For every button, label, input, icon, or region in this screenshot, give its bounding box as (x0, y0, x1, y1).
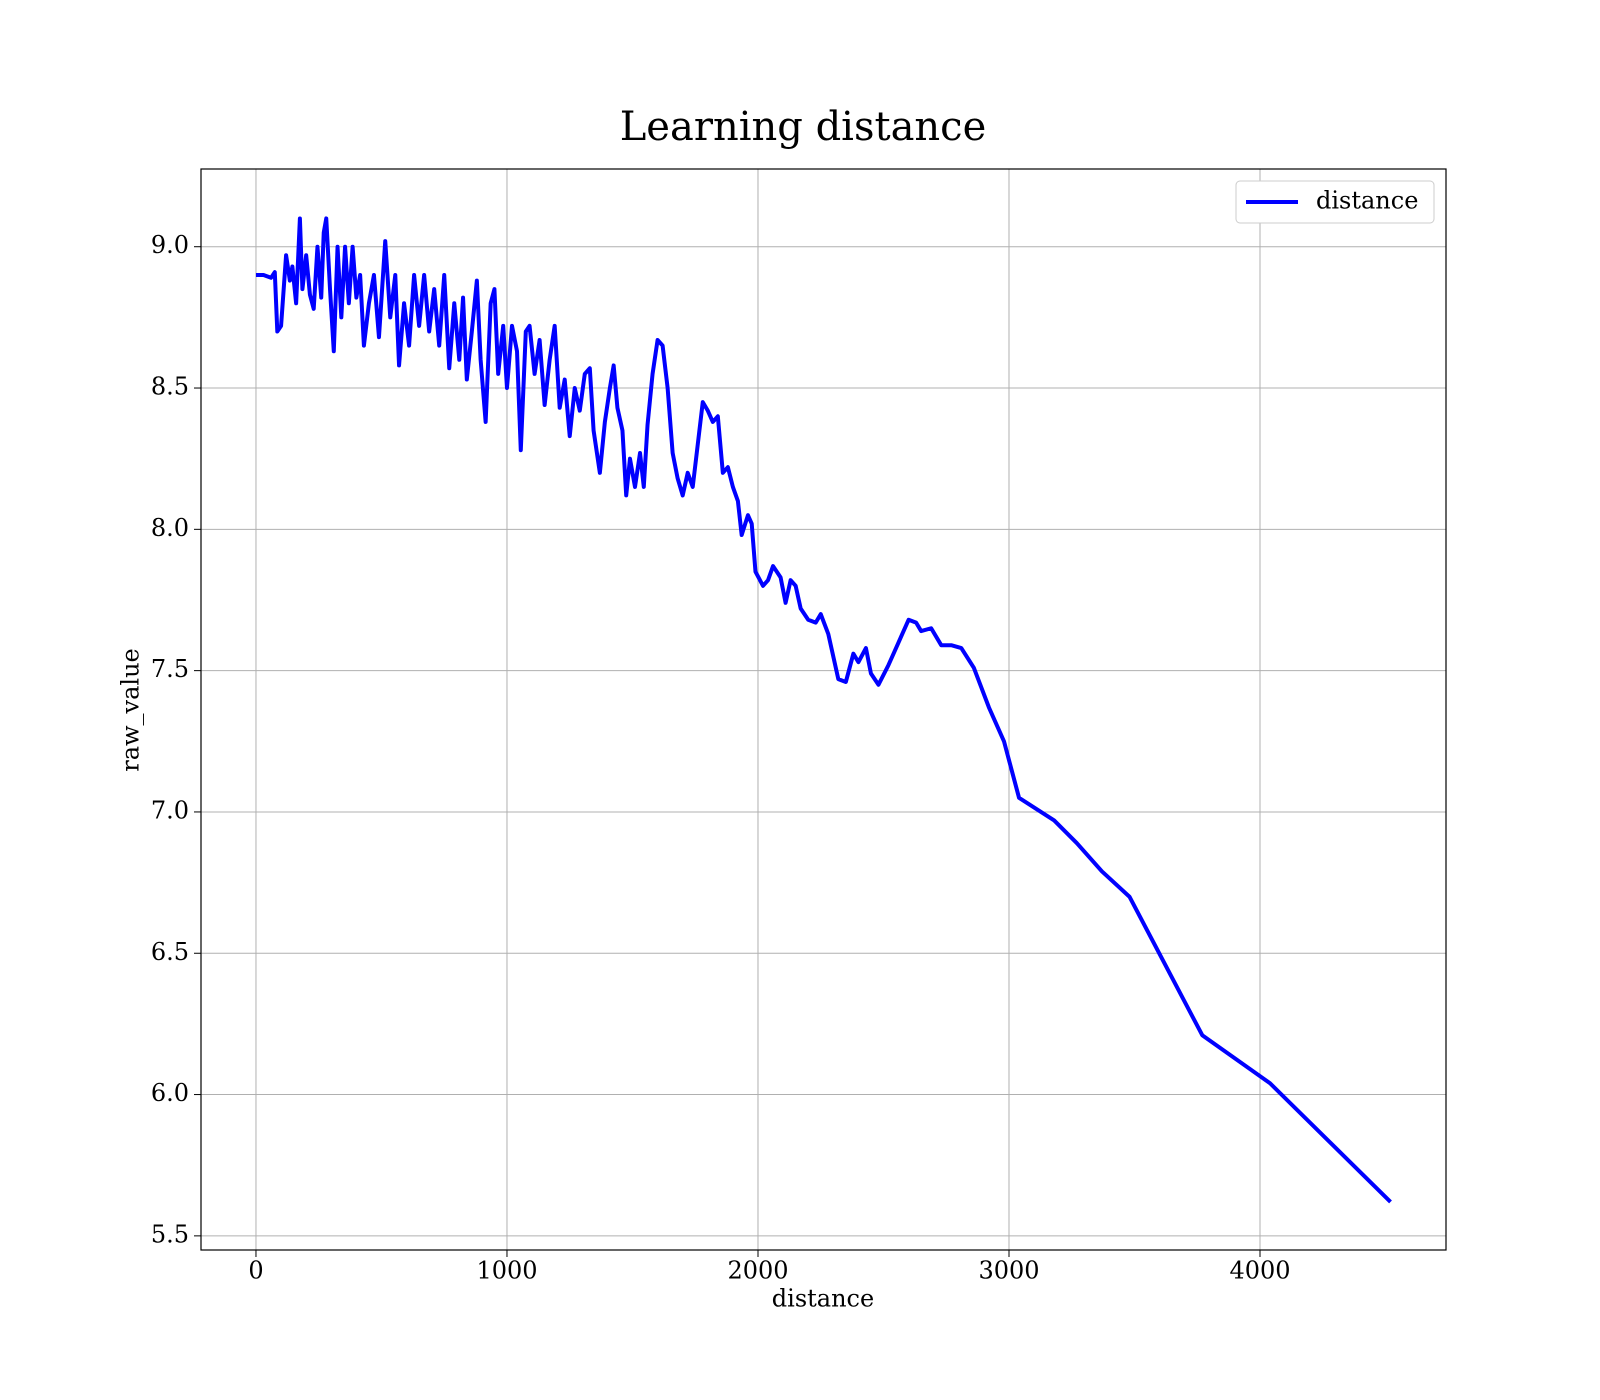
x-tick-label: 1000 (476, 1257, 537, 1285)
y-tick-label: 8.5 (151, 373, 189, 401)
y-axis-label: raw_value (117, 648, 145, 772)
y-tick-label: 6.0 (151, 1079, 189, 1107)
y-tick-label: 8.0 (151, 514, 189, 542)
x-axis-label: distance (772, 1285, 874, 1313)
legend-label: distance (1316, 187, 1418, 215)
y-tick-label: 7.5 (151, 655, 189, 683)
x-tick-label: 3000 (978, 1257, 1039, 1285)
x-tick-label: 2000 (727, 1257, 788, 1285)
y-tick-label: 5.5 (151, 1220, 189, 1248)
x-tick-label: 0 (248, 1257, 263, 1285)
x-tick-label: 4000 (1229, 1257, 1290, 1285)
y-tick-label: 7.0 (151, 796, 189, 824)
y-tick-label: 9.0 (151, 231, 189, 259)
y-tick-label: 6.5 (151, 938, 189, 966)
chart-title: Learning distance (620, 104, 987, 150)
plot-frame (200, 168, 1447, 1251)
data-line (255, 216, 1392, 1204)
legend-box (1235, 180, 1435, 224)
